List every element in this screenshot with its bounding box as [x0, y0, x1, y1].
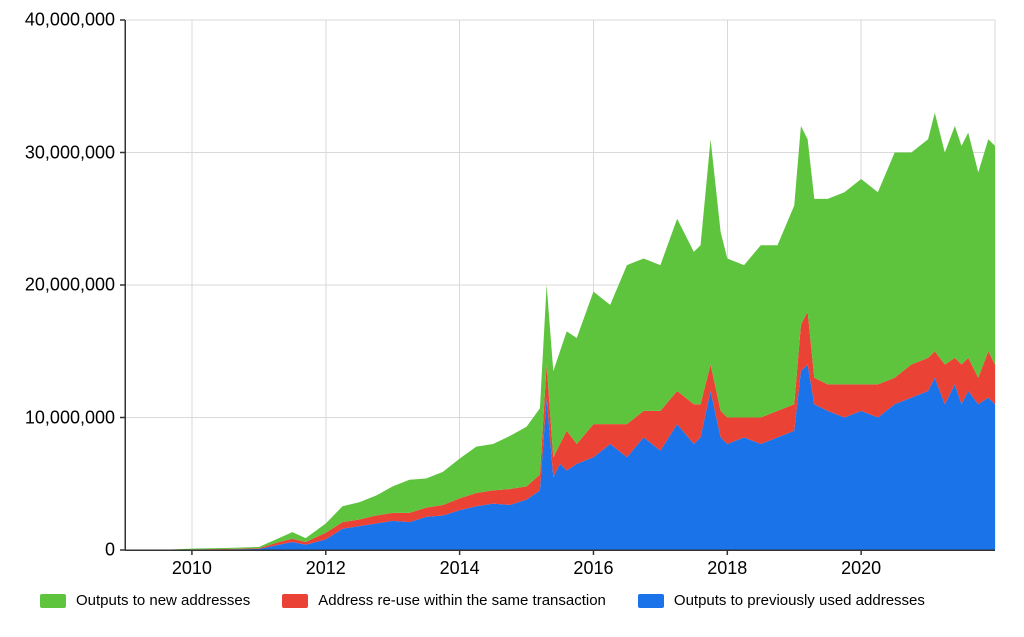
y-tick-label: 0 — [105, 540, 115, 561]
legend-item-red: Address re-use within the same transacti… — [282, 592, 606, 609]
x-tick-label: 2014 — [440, 558, 480, 579]
x-tick-label: 2018 — [707, 558, 747, 579]
y-tick-label: 20,000,000 — [25, 275, 115, 296]
legend-label: Address re-use within the same transacti… — [318, 592, 606, 609]
legend-label: Outputs to previously used addresses — [674, 592, 925, 609]
y-tick-label: 30,000,000 — [25, 142, 115, 163]
x-tick-label: 2010 — [172, 558, 212, 579]
legend-item-blue: Outputs to previously used addresses — [638, 592, 925, 609]
legend-label: Outputs to new addresses — [76, 592, 250, 609]
y-tick-label: 10,000,000 — [25, 407, 115, 428]
chart-legend: Outputs to new addresses Address re-use w… — [40, 592, 925, 609]
x-tick-label: 2012 — [306, 558, 346, 579]
x-tick-label: 2016 — [573, 558, 613, 579]
x-tick-label: 2020 — [841, 558, 881, 579]
stacked-area-chart: 0 10,000,000 20,000,000 30,000,000 40,000,00… — [0, 0, 1024, 637]
legend-swatch-icon — [282, 594, 308, 608]
legend-swatch-icon — [638, 594, 664, 608]
plot-area — [125, 20, 995, 550]
legend-swatch-icon — [40, 594, 66, 608]
y-tick-label: 40,000,000 — [25, 10, 115, 31]
legend-item-green: Outputs to new addresses — [40, 592, 250, 609]
